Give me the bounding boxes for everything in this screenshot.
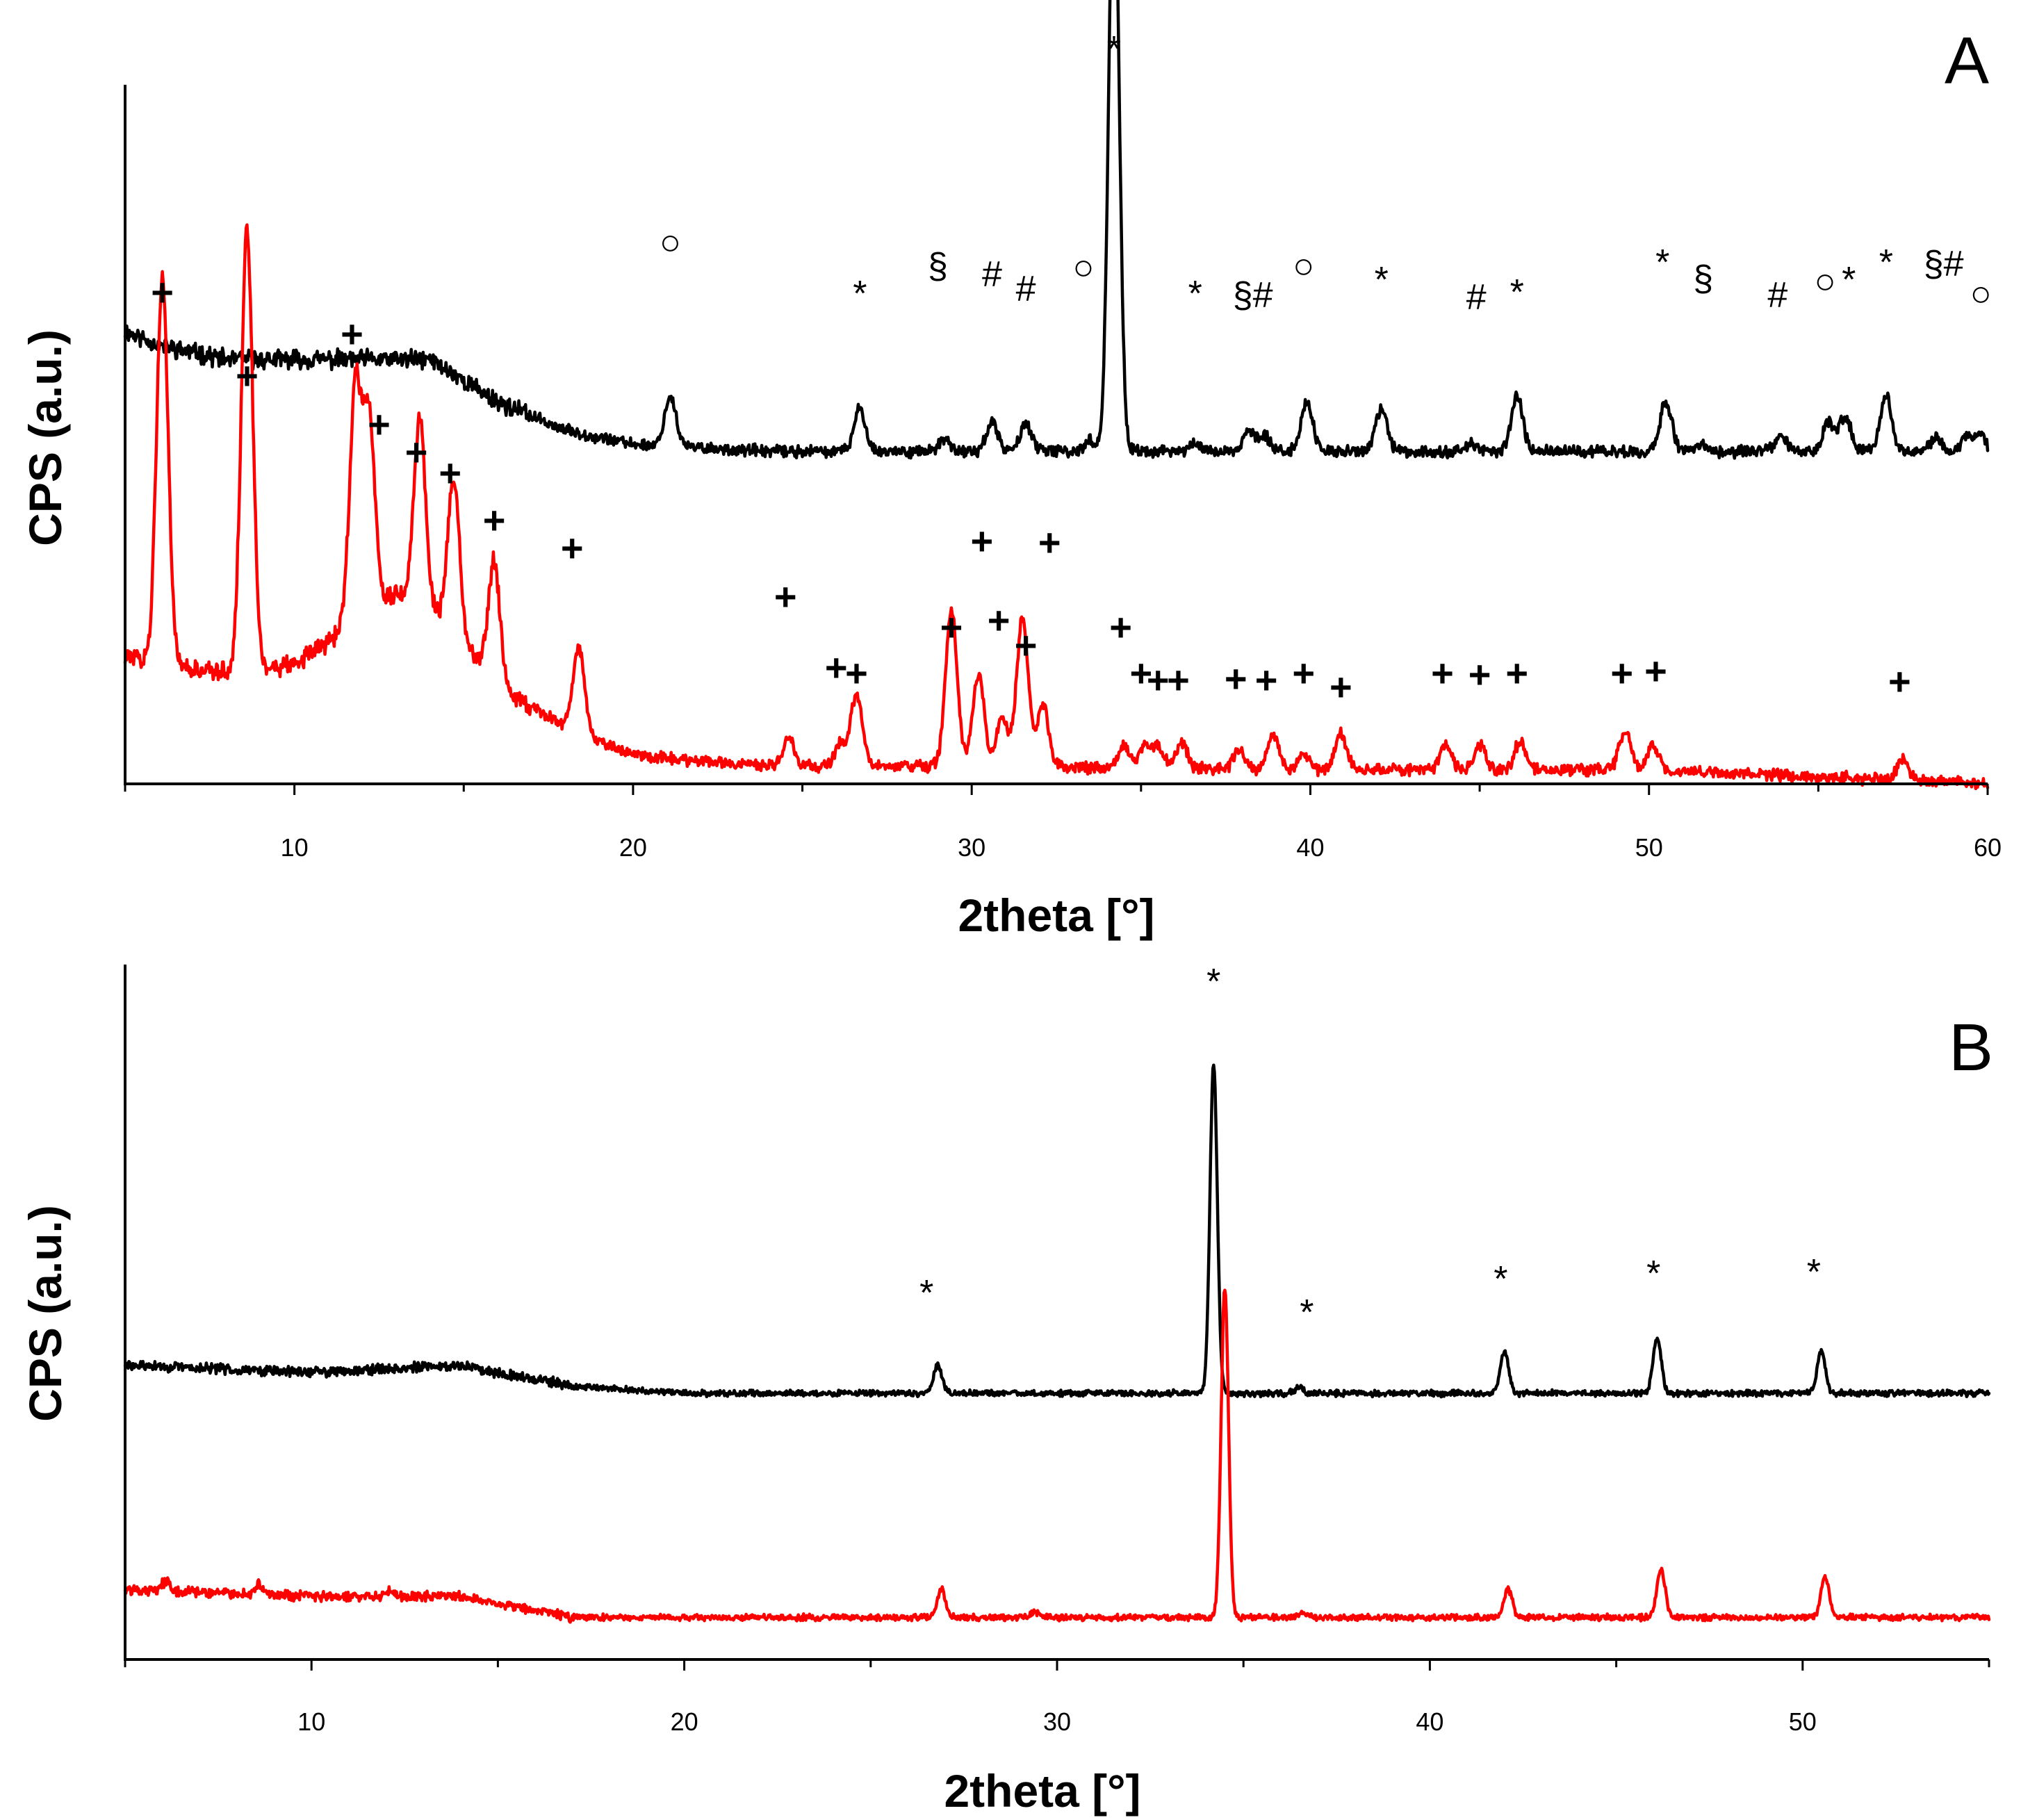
peak-marker: + [1505, 651, 1528, 695]
peak-marker: * [853, 274, 867, 314]
peak-marker: ○ [1293, 246, 1314, 286]
x-tick-label: 40 [1416, 1707, 1443, 1736]
x-tick-label: 50 [1635, 833, 1663, 862]
peak-marker: §# [1233, 275, 1273, 315]
peak-marker: + [970, 519, 993, 563]
peak-marker: + [1292, 651, 1315, 695]
peak-marker: + [825, 646, 848, 689]
panel-a-ticks: 10 20 30 40 50 60 [124, 784, 2002, 862]
peak-marker: + [483, 498, 506, 542]
peak-marker: + [988, 598, 1010, 642]
peak-marker: ○ [1814, 261, 1835, 302]
peak-marker: + [1147, 658, 1170, 702]
peak-marker: * [1510, 272, 1524, 313]
peak-marker: * [1879, 243, 1893, 283]
peak-marker: + [561, 526, 584, 570]
peak-marker: + [1038, 520, 1061, 564]
x-tick-label: 10 [297, 1707, 325, 1736]
peak-marker: * [1375, 260, 1389, 300]
peak-marker: § [1693, 259, 1713, 299]
peak-marker: * [1188, 274, 1202, 314]
peak-marker: * [1842, 260, 1856, 300]
series-line [123, 0, 1990, 460]
peak-marker: # [1466, 277, 1487, 318]
peak-marker: + [940, 605, 963, 649]
panel-a-annotations: *○*§ # #○* §#○ * # ** § # ○ * * §#○+++++ ++++++++++++… [151, 29, 1992, 709]
peak-marker: * [1646, 1254, 1660, 1294]
peak-marker: § [928, 246, 948, 286]
peak-marker: + [1329, 665, 1352, 709]
peak-marker: + [845, 651, 868, 695]
panel-b-letter: B [1949, 1010, 1993, 1085]
peak-marker: # [982, 254, 1002, 295]
series-line [123, 1288, 1991, 1624]
peak-marker: * [1206, 962, 1220, 1002]
peak-marker: + [1468, 653, 1491, 696]
peak-marker: * [1807, 1252, 1821, 1293]
series-line [123, 1063, 1991, 1399]
panel-a-ylabel: CPS (a.u.) [19, 329, 71, 546]
x-tick-label: 20 [671, 1707, 698, 1736]
x-tick-label: 20 [619, 833, 647, 862]
panel-b-annotations: * * * * * * [919, 962, 1821, 1333]
peak-marker: ○ [1072, 247, 1094, 288]
peak-marker: + [1431, 651, 1454, 695]
panel-a: 10 20 30 40 50 60 *○*§ # #○* §#○ * # ** § # ○ * * §#○++++… [19, 0, 2002, 941]
peak-marker: ○ [660, 222, 681, 263]
panel-a-letter: A [1945, 24, 1989, 98]
panel-a-xlabel: 2theta [°] [958, 889, 1154, 941]
peak-marker: + [151, 270, 174, 314]
peak-marker: + [1255, 658, 1278, 702]
peak-marker: # [1016, 269, 1036, 309]
peak-marker: * [1300, 1293, 1314, 1333]
peak-marker: + [1015, 623, 1038, 667]
panel-b-axes [124, 965, 1989, 1661]
peak-marker: + [1225, 657, 1247, 700]
peak-marker: + [1109, 605, 1132, 649]
peak-marker: + [405, 430, 428, 474]
x-tick-label: 10 [281, 833, 309, 862]
peak-marker: + [236, 354, 259, 397]
peak-marker: * [1655, 243, 1669, 283]
peak-marker: + [1644, 649, 1667, 693]
x-tick-label: 40 [1296, 833, 1324, 862]
panel-b-ticks: 10 20 30 40 50 [124, 1659, 1990, 1736]
series-line [123, 223, 1990, 791]
peak-marker: + [1129, 651, 1152, 695]
panel-b-traces [123, 1063, 1991, 1624]
panel-a-traces [123, 0, 1990, 791]
peak-marker: ○ [1970, 274, 1992, 314]
peak-marker: + [341, 312, 363, 356]
peak-marker: + [774, 575, 797, 618]
peak-marker: + [1167, 658, 1190, 702]
panel-b: 10 20 30 40 50 * * * * * * B 2theta [°] CPS (a.u.… [19, 962, 1993, 1817]
peak-marker: # [1767, 275, 1787, 315]
peak-marker: §# [1924, 244, 1964, 284]
peak-marker: * [1107, 29, 1121, 69]
peak-marker: * [919, 1273, 933, 1313]
panel-b-xlabel: 2theta [°] [944, 1765, 1140, 1817]
x-tick-label: 60 [1974, 833, 2002, 862]
peak-marker: + [1888, 659, 1911, 703]
x-tick-label: 30 [958, 833, 985, 862]
peak-marker: * [1494, 1259, 1507, 1300]
panel-b-ylabel: CPS (a.u.) [19, 1205, 71, 1422]
peak-marker: + [439, 451, 461, 495]
peak-marker: + [368, 402, 391, 446]
x-tick-label: 50 [1789, 1707, 1817, 1736]
x-tick-label: 30 [1043, 1707, 1071, 1736]
peak-marker: + [1610, 651, 1633, 695]
